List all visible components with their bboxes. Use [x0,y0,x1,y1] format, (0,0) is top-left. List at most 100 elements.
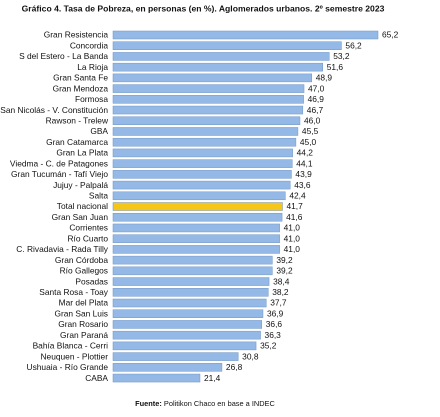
category-label: Río Gallegos [60,266,108,276]
bar [112,245,280,254]
value-label: 38,4 [273,276,290,286]
chart-title: Gráfico 4. Tasa de Pobreza, en personas … [22,3,385,13]
bar [112,170,292,179]
bar [112,266,273,276]
category-label: Neuquen - Plottier [40,351,108,361]
category-label: CABA [85,373,108,383]
category-label: Total nacional [57,201,108,211]
bar [112,73,312,83]
category-label: Ushuaia - Río Grande [27,362,109,372]
value-label: 45,5 [302,126,319,136]
category-label: S del Estero - La Banda [19,51,108,61]
category-label: Gran Tucumán - Tafí Viejo [11,169,108,179]
value-label: 46,9 [308,94,325,104]
bar [112,212,283,222]
value-label: 53,2 [333,51,350,61]
source-label: Fuente: [135,399,162,408]
bar [112,234,280,243]
value-label: 44,2 [297,148,314,158]
bar [112,41,342,50]
bar [112,298,267,308]
bar [112,373,201,383]
bar [112,288,269,297]
bar [112,30,379,40]
value-label: 47,0 [308,83,325,93]
bar [112,127,299,136]
category-label: Río Cuarto [68,233,109,243]
value-label: 39,2 [276,266,293,276]
value-label: 26,8 [226,362,243,372]
category-label: Gran Catamarca [46,137,108,147]
bar [112,309,264,318]
value-label: 45,0 [300,137,317,147]
category-label: Mar del Plata [59,298,109,308]
category-label: C. Rivadavia - Rada Tilly [16,244,109,254]
value-label: 46,7 [307,105,324,115]
bar [112,352,239,361]
category-label: San Nicolás - V. Constitución [0,105,108,115]
value-label: 37,7 [270,298,287,308]
bar [112,180,291,190]
category-label: Gran Resistencia [44,30,109,40]
category-label: Jujuy - Palpalá [53,180,108,190]
source: Fuente: Politikon Chaco en base a INDEC [135,399,275,408]
value-label: 42,4 [289,191,306,201]
category-label: La Rioja [77,62,108,72]
value-label: 41,0 [284,233,301,243]
category-label: Corrientes [69,223,108,233]
value-label: 41,6 [286,212,303,222]
value-label: 41,0 [284,223,301,233]
category-label: Santa Rosa - Toay [39,287,109,297]
category-label: Gran Paraná [60,330,108,340]
category-label: Gran La Plata [56,148,108,158]
value-label: 21,4 [204,373,221,383]
category-label: Gran Mendoza [53,83,109,93]
category-label: Gran Rosario [58,319,108,329]
bar [112,330,261,340]
bar [112,159,293,168]
category-label: Formosa [75,94,108,104]
category-label: Posadas [75,276,108,286]
bar [112,191,286,201]
value-label: 65,2 [382,30,399,40]
source-text: Politikon Chaco en base a INDEC [164,399,276,408]
value-label: 46,0 [304,115,321,125]
value-label: 43,6 [294,180,311,190]
bar [112,341,257,351]
value-label: 51,6 [327,62,344,72]
category-label: Salta [89,191,108,201]
bar [112,52,330,61]
category-label: Bahía Blanca - Cerri [33,341,109,351]
bar [112,255,273,265]
value-label: 39,2 [276,255,293,265]
category-label: Concordia [70,40,109,50]
bar [112,202,283,211]
category-label: Gran San Juan [52,212,109,222]
category-label: Gran San Luis [54,308,108,318]
value-label: 36,3 [265,330,282,340]
bar [112,84,305,93]
bar [112,320,263,329]
value-label: 43,9 [295,169,312,179]
value-label: 41,0 [284,244,301,254]
value-label: 48,9 [316,73,333,83]
bar [112,62,323,72]
category-label: GBA [90,126,108,136]
bar [112,95,304,104]
value-label: 36,6 [266,319,283,329]
category-label: Viedma - C. de Patagones [10,158,108,168]
category-label: Rawson - Trelew [46,115,109,125]
value-label: 56,2 [345,40,362,50]
value-label: 41,7 [286,201,303,211]
bar [112,277,270,286]
bar [112,137,297,147]
category-label: Gran Santa Fe [53,73,108,83]
value-label: 38,2 [272,287,289,297]
bar [112,363,223,372]
value-label: 30,8 [242,351,259,361]
bar [112,223,280,233]
value-label: 44,1 [296,158,313,168]
value-label: 35,2 [260,341,277,351]
category-label: Gran Córdoba [55,255,108,265]
bar [112,148,293,158]
